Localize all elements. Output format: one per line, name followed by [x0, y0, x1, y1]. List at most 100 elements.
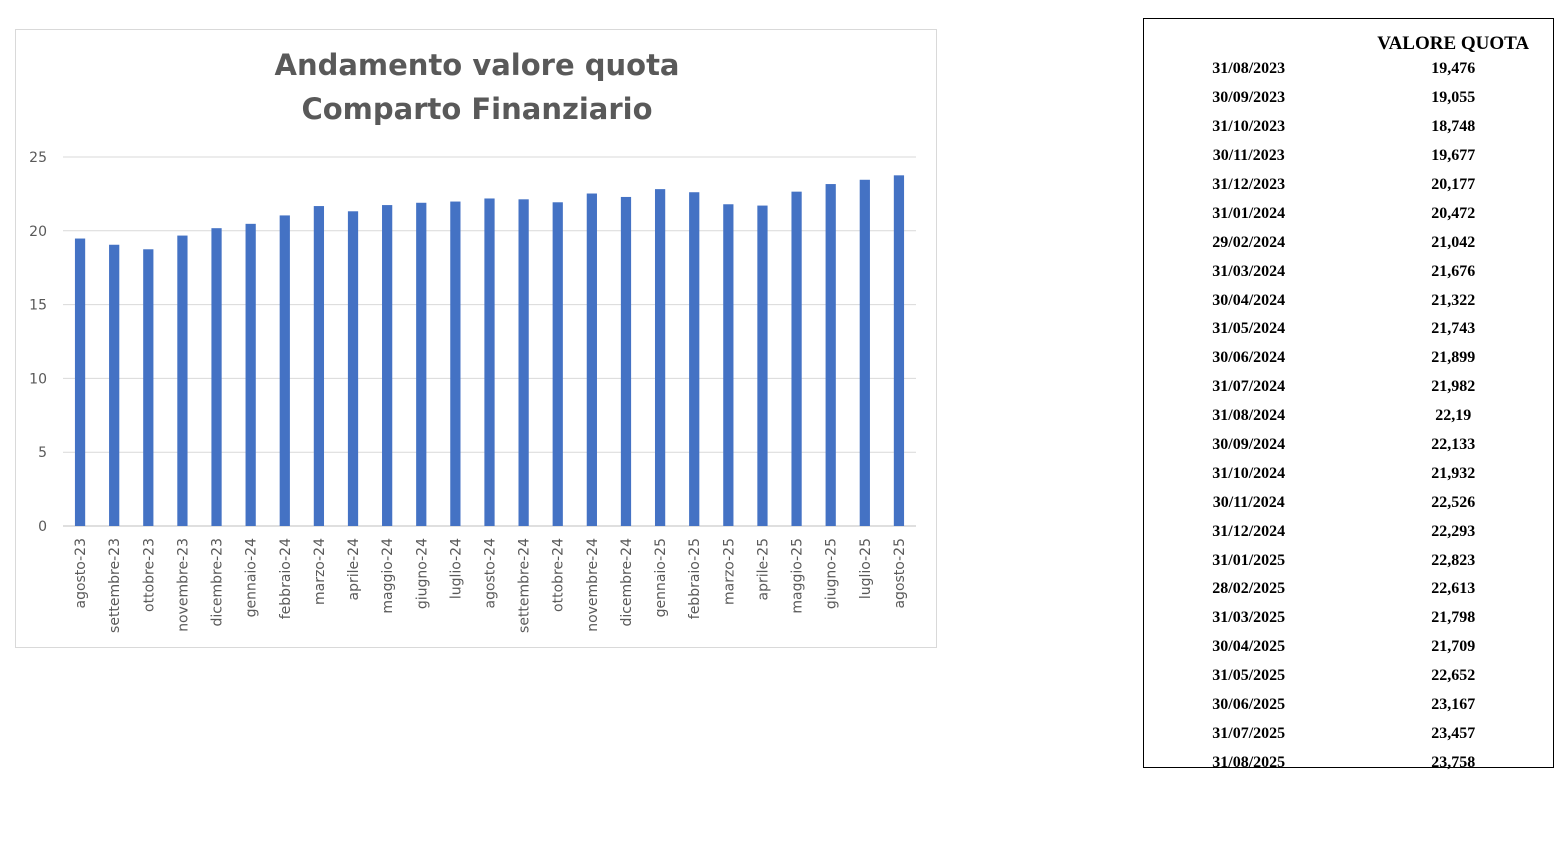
table-row: 30/09/2023 19,055: [1144, 84, 1553, 113]
table-cell-date: 31/08/2025: [1212, 753, 1286, 771]
table-cell-date: 31/12/2023: [1212, 176, 1286, 193]
table-cell-value: 23,457: [1431, 724, 1476, 742]
table-cell-date: 31/05/2025: [1212, 667, 1286, 685]
table-row: 30/04/2025 21,709: [1144, 633, 1553, 662]
y-tick-label: 10: [29, 371, 47, 387]
table-cell-date: 31/12/2024: [1212, 522, 1286, 540]
table-row: 30/06/2025 23,167: [1144, 691, 1553, 720]
table-row: 31/01/2025 22,823: [1144, 546, 1553, 575]
table-row: 31/07/2024 21,982: [1144, 373, 1553, 402]
table-cell-value: 22,613: [1431, 580, 1476, 598]
table-cell-value: 23,167: [1431, 696, 1476, 714]
table-cell-date: 31/05/2024: [1212, 320, 1286, 338]
table-row: 31/10/2023 18,748: [1144, 113, 1553, 142]
x-tick-label: febbraio-24: [278, 538, 294, 619]
table-cell-date: 30/11/2023: [1212, 147, 1285, 165]
y-tick-label: 15: [29, 298, 47, 314]
table-cell-value: 21,322: [1431, 291, 1476, 309]
table-cell-value: 22,293: [1431, 522, 1476, 540]
table-cell-date: 30/09/2024: [1212, 436, 1286, 454]
x-tick-label: novembre-24: [585, 538, 601, 632]
chart-title-line-1: Andamento valore quota: [274, 48, 680, 82]
date-column-header: [1144, 19, 1353, 55]
bar: [245, 223, 256, 526]
table-cell-date: 30/04/2025: [1212, 638, 1286, 656]
table-cell-value: 19,055: [1431, 89, 1476, 107]
table-cell-date: 30/06/2024: [1212, 349, 1286, 367]
bar: [416, 202, 427, 527]
table-cell-date: 31/01/2024: [1212, 204, 1286, 222]
x-tick-label: ottobre-23: [141, 538, 157, 612]
table-cell-date: 30/11/2024: [1212, 493, 1285, 511]
x-tick-label: settembre-23: [107, 538, 123, 633]
table-cell-value: 21,899: [1431, 349, 1476, 367]
bar: [791, 191, 802, 526]
table-cell-value: 19,476: [1431, 60, 1476, 78]
table-cell-date: 30/09/2023: [1212, 89, 1286, 107]
chart-title-line-2: Comparto Finanziario: [301, 92, 653, 126]
table-cell-date: 30/04/2024: [1212, 291, 1286, 309]
x-tick-label: aprile-25: [755, 538, 771, 600]
table-row: 31/05/2025 22,652: [1144, 662, 1553, 691]
bar: [654, 189, 666, 527]
table-cell-date: 31/07/2024: [1212, 378, 1286, 396]
table-cell-date: 31/03/2024: [1212, 262, 1286, 280]
x-tick-label: settembre-24: [517, 538, 533, 633]
y-tick-label: 0: [38, 519, 47, 535]
valore-quota-table: VALORE QUOTA 31/08/2023 19,476 30/09/2023 1…: [1143, 18, 1554, 771]
table-cell-value: 21,676: [1431, 262, 1476, 280]
bar: [177, 235, 188, 526]
table-cell-date: 31/08/2024: [1212, 407, 1286, 425]
table-cell-value: 22,823: [1431, 551, 1476, 569]
x-tick-label: aprile-24: [346, 538, 362, 601]
bar: [620, 196, 632, 526]
table-cell-date: 30/06/2025: [1212, 696, 1286, 714]
table-row: 31/12/2023 20,177: [1144, 171, 1553, 200]
x-tick-label: febbraio-25: [687, 538, 703, 619]
y-tick-label: 5: [38, 445, 47, 461]
x-tick-label: gennaio-25: [653, 538, 669, 617]
table-row: 31/01/2024 20,472: [1144, 199, 1553, 228]
table-cell-date: 31/03/2025: [1212, 609, 1286, 627]
y-tick-label: 20: [29, 224, 47, 240]
table-row: 28/02/2025 22,613: [1144, 575, 1553, 604]
x-tick-label: giugno-24: [414, 538, 430, 609]
table-row: 31/12/2024 22,293: [1144, 517, 1553, 546]
bar: [893, 175, 905, 527]
table-cell-date: 31/08/2023: [1212, 60, 1286, 78]
bar: [757, 205, 768, 526]
table-row: 31/08/2024 22,19: [1144, 402, 1553, 431]
bar: [518, 199, 529, 526]
table-cell-value: 22,652: [1431, 667, 1476, 685]
bar: [552, 202, 563, 526]
table-cell-value: 21,932: [1431, 464, 1476, 482]
table-cell-value: 20,177: [1431, 176, 1476, 193]
bar: [347, 211, 359, 526]
bar: [689, 192, 700, 526]
bar: [586, 193, 597, 526]
bar: [859, 179, 870, 527]
table-header-row: VALORE QUOTA: [1144, 19, 1553, 55]
table-cell-date: 31/07/2025: [1212, 724, 1286, 742]
x-tick-label: agosto-24: [483, 538, 499, 609]
table-cell-value: 21,709: [1431, 638, 1476, 656]
table-cell-date: 28/02/2025: [1212, 580, 1286, 598]
table-row: 29/02/2024 21,042: [1144, 228, 1553, 257]
table-row: 31/08/2023 19,476: [1144, 55, 1553, 84]
chart-container: Andamento valore quota Comparto Finanzia…: [15, 29, 937, 648]
value-column-header: VALORE QUOTA: [1377, 33, 1530, 54]
bar: [723, 204, 734, 526]
table-cell-value: 20,472: [1431, 204, 1476, 222]
table-cell-value: 22,526: [1431, 493, 1476, 511]
x-tick-label: ottobre-24: [551, 538, 567, 612]
y-tick-label: 25: [29, 150, 47, 166]
table-cell-value: 22,133: [1431, 436, 1476, 454]
x-tick-label: marzo-24: [312, 538, 328, 605]
table-cell-value: 18,748: [1431, 118, 1476, 136]
x-tick-label: maggio-25: [790, 538, 806, 614]
table-cell-date: 29/02/2024: [1212, 233, 1286, 251]
x-tick-label: luglio-24: [448, 538, 464, 599]
table-row: 30/11/2023 19,677: [1144, 142, 1553, 171]
table-cell-value: 21,743: [1431, 320, 1476, 338]
x-tick-label: maggio-24: [380, 538, 396, 614]
